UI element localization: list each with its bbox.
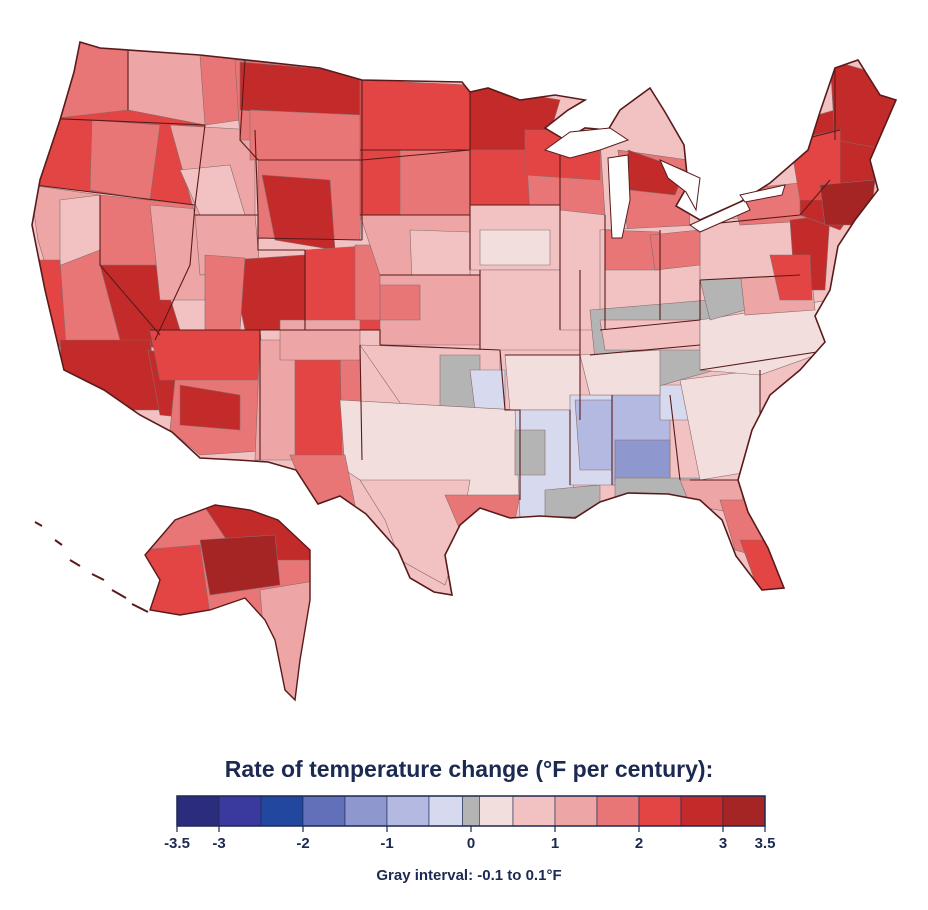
legend-bin-10	[554, 795, 598, 827]
legend-tick-label-8: 3.5	[755, 835, 776, 852]
region-nm-north	[279, 319, 361, 361]
region-ar	[504, 354, 581, 411]
alaska-southeast	[259, 579, 310, 700]
region-maine	[829, 59, 896, 151]
region-iowa-inner	[479, 229, 551, 266]
legend-tick-label-3: -1	[380, 835, 393, 852]
legend-bin-5	[386, 795, 430, 827]
state-borders	[34, 45, 841, 500]
legend-bin-4	[344, 795, 388, 827]
legend-bin-0	[176, 795, 220, 827]
gray-interval-note: Gray interval: -0.1 to 0.1°F	[376, 867, 562, 884]
region-nd	[359, 79, 471, 151]
region-tx-west	[289, 454, 356, 506]
legend-bin-7	[462, 795, 480, 827]
region-arizona-north	[149, 329, 266, 381]
region-md	[769, 254, 813, 301]
conus-lines	[34, 45, 841, 500]
region-nm-central	[294, 349, 346, 461]
lake-michigan	[607, 154, 631, 239]
region-la-gray	[514, 429, 546, 476]
region-oh-north	[649, 229, 701, 271]
legend-bin-2	[260, 795, 304, 827]
us-temperature-change-map	[31, 41, 897, 701]
region-tx-south	[359, 479, 471, 586]
conus-regions	[32, 42, 896, 595]
region-ks-west	[379, 284, 421, 321]
region-al-south	[614, 439, 671, 481]
aleutian-islands	[34, 521, 149, 613]
alaska	[34, 504, 311, 701]
legend-tick-label-7: 3	[719, 835, 727, 852]
legend-tick-label-1: -3	[212, 835, 225, 852]
legend-bin-14	[722, 795, 766, 827]
legend-tick-label-0: -3.5	[164, 835, 190, 852]
region-la-gray2	[544, 484, 601, 519]
legend-bin-1	[218, 795, 262, 827]
legend-tick-label-2: -2	[296, 835, 309, 852]
region-utah-west	[204, 254, 246, 331]
legend-colorbar: -3.5 -3 -2 -1 0 1 2 3 3.5	[164, 795, 775, 852]
lake-ontario	[739, 184, 786, 203]
lake-superior	[543, 127, 630, 159]
legend-ticks: -3.5 -3 -2 -1 0 1 2 3 3.5	[164, 826, 775, 852]
legend-tick-label-4: 0	[467, 835, 475, 852]
legend-bin-13	[680, 795, 724, 827]
legend-tick-label-6: 2	[635, 835, 643, 852]
lake-erie	[688, 199, 751, 233]
alaska-interior	[199, 534, 281, 596]
region-wa-coast	[59, 42, 131, 121]
legend-bin-8	[479, 795, 514, 827]
region-ok-blue	[469, 369, 506, 411]
lake-huron	[659, 159, 701, 212]
alaska-west	[145, 544, 211, 616]
legend-bin-6	[428, 795, 463, 827]
legend-bins	[176, 795, 766, 827]
legend-bin-9	[512, 795, 556, 827]
legend-title: Rate of temperature change (°F per centu…	[224, 756, 714, 782]
legend-bin-12	[638, 795, 682, 827]
legend-tick-label-5: 1	[551, 835, 559, 852]
region-or-central	[89, 119, 161, 201]
region-arizona-se	[179, 384, 241, 431]
region-ct-ri	[819, 179, 876, 226]
legend-bin-11	[596, 795, 640, 827]
region-tn	[579, 349, 661, 396]
legend-bin-3	[302, 795, 346, 827]
region-ne-east	[409, 229, 471, 281]
region-montana-central	[249, 109, 363, 161]
